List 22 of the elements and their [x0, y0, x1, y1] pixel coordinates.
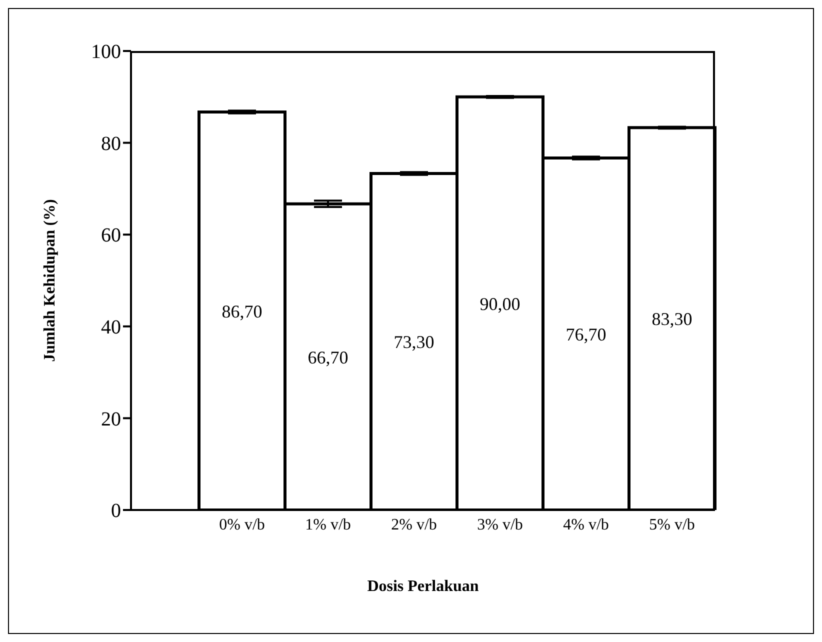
y-tick-label: 100 — [91, 41, 121, 64]
y-tick-label: 80 — [101, 132, 121, 155]
bar — [198, 110, 286, 510]
figure-frame: 0% v/b 1% v/b 2% v/b 3% v/b 4% v/b 5% v/b Dosis Perlakuan 0 20 40 60 80 100 Jumlah Kehidupan (%) 86,70 66,70 73,30 90,00 76,70 83,30 — [8, 8, 814, 634]
x-tick-label: 5% v/b — [649, 516, 695, 534]
data-label: 76,70 — [566, 324, 606, 344]
data-label: 66,70 — [308, 347, 348, 368]
y-tick-label: 60 — [101, 224, 121, 247]
x-tick-label: 4% v/b — [563, 516, 609, 534]
y-tick-label: 40 — [101, 316, 121, 338]
x-tick-label: 2% v/b — [391, 516, 437, 534]
y-axis-title: Jumlah Kehidupan (%) — [42, 199, 59, 362]
data-label: 86,70 — [222, 301, 262, 322]
x-tick-label: 1% v/b — [305, 516, 351, 534]
y-tick-label: 0 — [111, 500, 121, 522]
data-label: 73,30 — [394, 332, 434, 352]
data-label: 90,00 — [480, 294, 520, 314]
y-tick-label: 20 — [101, 408, 121, 430]
data-label: 83,30 — [652, 309, 692, 330]
x-tick-label: 0% v/b — [219, 516, 265, 534]
x-tick-label: 3% v/b — [477, 516, 523, 534]
x-axis-title: Dosis Perlakuan — [367, 578, 479, 595]
